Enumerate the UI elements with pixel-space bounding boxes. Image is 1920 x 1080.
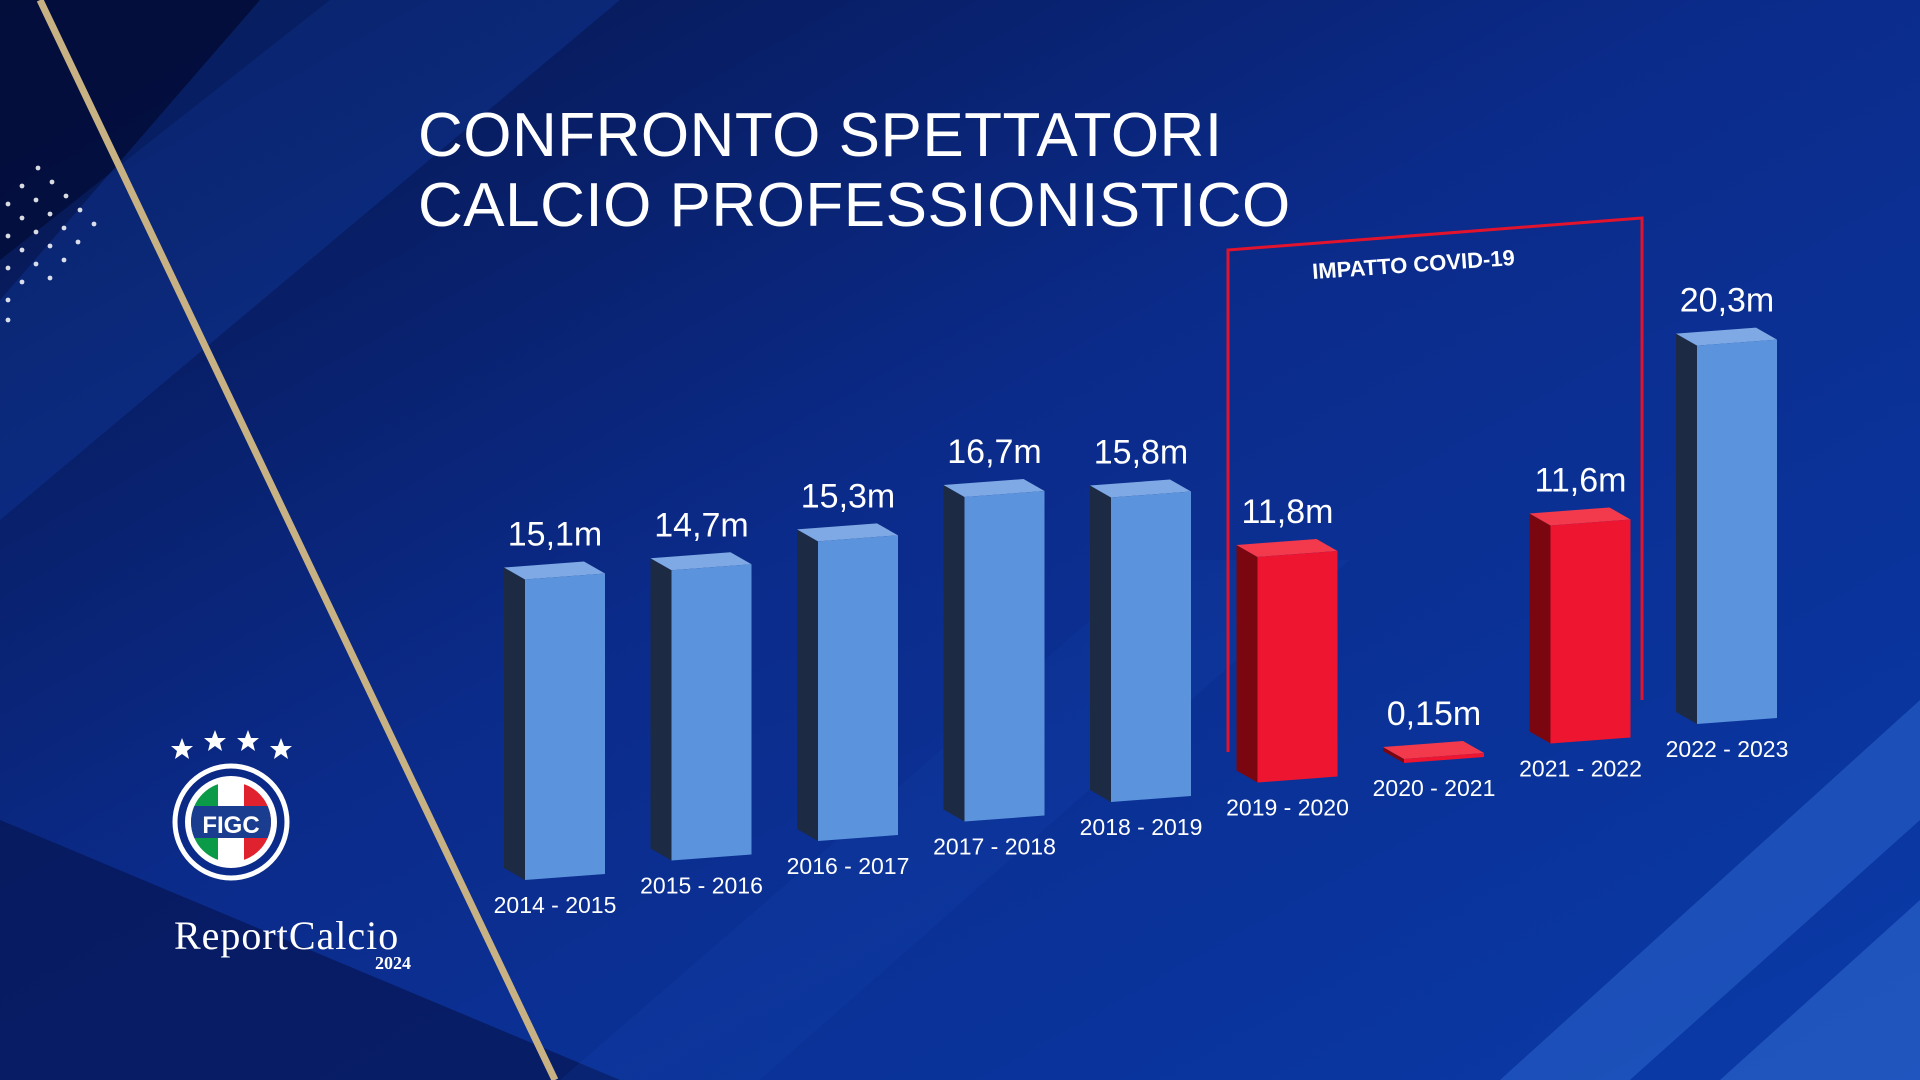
bar-front — [1550, 519, 1631, 744]
bar-top — [1676, 327, 1777, 346]
category-label: 2021 - 2022 — [1519, 756, 1642, 782]
value-label: 15,8m — [1094, 434, 1189, 472]
chart-title-line-1: CONFRONTO SPETTATORI — [418, 101, 1223, 170]
category-label: 2019 - 2020 — [1226, 795, 1349, 821]
figc-logo-text: FIGC — [202, 812, 260, 839]
bar-side — [504, 567, 525, 880]
covid-highlight-box — [1226, 216, 1644, 752]
figc-logo: FIGC ITALIA — [160, 728, 480, 988]
dot-pattern — [5, 165, 97, 323]
bar-8 — [1529, 507, 1631, 744]
bar-1 — [504, 561, 605, 880]
figc-logo-subtext: ITALIA — [220, 838, 242, 845]
figc-shield-icon — [171, 730, 292, 881]
bar-front — [671, 564, 752, 861]
bar-side — [1090, 485, 1111, 802]
category-label: 2018 - 2019 — [1080, 814, 1203, 840]
bar-top — [1090, 479, 1191, 498]
bar-top — [1383, 741, 1484, 759]
bar-6 — [1236, 538, 1338, 783]
value-label: 11,8m — [1242, 493, 1334, 531]
bar-side — [797, 529, 818, 841]
bar-top — [943, 479, 1045, 498]
bar-front — [1404, 753, 1484, 763]
bar-side — [1676, 333, 1697, 724]
value-label: 14,7m — [654, 506, 749, 544]
category-label: 2014 - 2015 — [494, 892, 617, 918]
value-label: 20,3m — [1680, 282, 1775, 320]
bar-5 — [1090, 479, 1191, 802]
category-label: 2022 - 2023 — [1666, 736, 1789, 762]
bar-9 — [1676, 327, 1777, 724]
bar-top — [504, 561, 605, 580]
bar-front — [1697, 339, 1777, 724]
bar-7 — [1383, 741, 1484, 763]
bar-top — [1529, 507, 1631, 526]
bar-top — [650, 552, 752, 571]
category-label: 2015 - 2016 — [640, 873, 763, 899]
report-calcio-year: 2024 — [375, 953, 411, 973]
chart-title-line-2: CALCIO PROFESSIONISTICO — [418, 171, 1291, 240]
bar-side — [1383, 747, 1404, 763]
category-label: 2017 - 2018 — [933, 834, 1056, 860]
bar-front — [1257, 550, 1338, 783]
report-calcio-logo-text: ReportCalcio — [174, 913, 400, 958]
bar-side — [1236, 544, 1258, 783]
gold-stripe — [36, 0, 559, 1080]
bar-front — [964, 491, 1045, 822]
value-label: 15,3m — [801, 477, 896, 515]
bar-front — [525, 573, 605, 880]
bar-2 — [650, 552, 752, 861]
value-label: 0,15m — [1387, 695, 1482, 733]
bar-3 — [797, 523, 898, 841]
bar-side — [1529, 513, 1551, 744]
bar-front — [818, 535, 898, 841]
bar-side — [650, 558, 672, 861]
category-label: 2016 - 2017 — [787, 853, 910, 879]
value-label: 11,6m — [1535, 461, 1627, 499]
value-label: 16,7m — [947, 433, 1042, 471]
bar-4 — [943, 479, 1045, 822]
value-label: 15,1m — [508, 515, 603, 553]
category-label: 2020 - 2021 — [1373, 775, 1496, 801]
bar-top — [797, 523, 898, 542]
bar-top — [1236, 538, 1338, 557]
bar-side — [943, 485, 965, 822]
bar-front — [1111, 491, 1191, 802]
